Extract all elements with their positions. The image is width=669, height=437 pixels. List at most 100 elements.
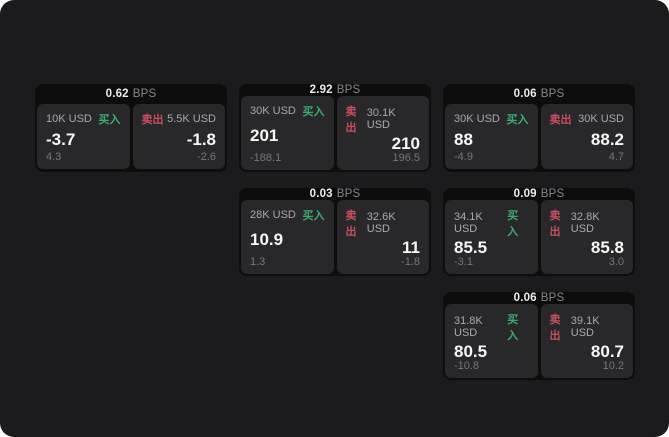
card-header: 0.06 BPS — [445, 292, 633, 304]
sell-price: -1.8 — [186, 129, 216, 149]
sell-amount: 32.8K USD — [570, 211, 600, 235]
card-header: 0.06 BPS — [445, 84, 633, 104]
bps-value: 0.06 — [513, 88, 537, 100]
sell-tile[interactable]: 卖出 39.1K USD 80.7 10.2 — [540, 304, 633, 378]
cards-grid: 0.62 BPS 10K USD 买入 -3.7 4.3 卖出 5.5K USD… — [35, 84, 635, 380]
sell-label: 卖出 — [345, 210, 357, 238]
quote-tiles: 10K USD 买入 -3.7 4.3 卖出 5.5K USD -1.8 -2.… — [37, 104, 225, 169]
sell-delta: 4.7 — [608, 151, 624, 163]
buy-label: 买入 — [507, 210, 519, 238]
buy-label: 买入 — [302, 106, 325, 118]
buy-tile[interactable]: 10K USD 买入 -3.7 4.3 — [37, 104, 130, 169]
buy-label: 买入 — [507, 314, 519, 342]
card-header: 2.92 BPS — [241, 84, 429, 96]
sell-delta: -1.8 — [401, 256, 420, 268]
sell-amount: 39.1K USD — [570, 315, 600, 339]
buy-price: 10.9 — [250, 230, 284, 249]
sell-amount: 30.1K USD — [366, 107, 396, 131]
buy-delta: 1.3 — [250, 256, 266, 268]
sell-delta: 10.2 — [602, 360, 624, 372]
quote-tiles: 34.1K USD 买入 85.5 -3.1 卖出 32.8K USD 85.8… — [445, 200, 633, 274]
sell-price: 88.2 — [590, 129, 624, 149]
buy-delta: -4.9 — [454, 151, 473, 163]
buy-tile-top: 10K USD 买入 — [46, 111, 121, 127]
bps-unit-label: BPS — [132, 88, 157, 100]
quote-tiles: 28K USD 买入 10.9 1.3 卖出 32.6K USD 11 -1.8 — [241, 200, 429, 274]
sell-tile-top: 卖出 30K USD — [550, 111, 625, 127]
bps-unit-label: BPS — [336, 188, 361, 200]
bps-value: 0.06 — [513, 292, 537, 304]
buy-delta: -10.8 — [454, 360, 480, 372]
buy-price: 80.5 — [454, 342, 488, 361]
buy-tile-top: 30K USD 买入 — [454, 111, 529, 127]
bps-value: 0.09 — [513, 188, 537, 200]
buy-label: 买入 — [98, 114, 121, 126]
sell-price: 80.7 — [590, 342, 624, 361]
sell-label: 卖出 — [345, 106, 357, 134]
bps-value: 2.92 — [309, 84, 333, 96]
buy-price: 85.5 — [454, 238, 488, 257]
buy-amount: 34.1K USD — [454, 211, 483, 235]
quote-card: 2.92 BPS 30K USD 买入 201 -188.1 卖出 30.1K … — [239, 84, 431, 172]
sell-price: 210 — [391, 134, 420, 153]
buy-tile-top: 28K USD 买入 — [250, 207, 325, 223]
buy-delta: 4.3 — [46, 151, 62, 163]
buy-tile[interactable]: 34.1K USD 买入 85.5 -3.1 — [445, 200, 538, 274]
buy-label: 买入 — [302, 210, 325, 222]
bps-unit-label: BPS — [540, 292, 565, 304]
buy-price: -3.7 — [46, 129, 76, 149]
quote-tiles: 30K USD 买入 88 -4.9 卖出 30K USD 88.2 4.7 — [445, 104, 633, 169]
buy-price: 201 — [250, 126, 279, 145]
buy-tile-top: 30K USD 买入 — [250, 103, 325, 119]
sell-label: 卖出 — [549, 314, 561, 342]
sell-label: 卖出 — [141, 114, 164, 126]
buy-amount: 28K USD — [250, 209, 296, 221]
quote-card: 0.03 BPS 28K USD 买入 10.9 1.3 卖出 32.6K US… — [239, 188, 431, 276]
sell-tile[interactable]: 卖出 32.6K USD 11 -1.8 — [336, 200, 429, 274]
sell-tile[interactable]: 卖出 32.8K USD 85.8 3.0 — [540, 200, 633, 274]
buy-amount: 30K USD — [454, 113, 500, 125]
sell-label: 卖出 — [549, 210, 561, 238]
buy-tile[interactable]: 30K USD 买入 88 -4.9 — [445, 104, 538, 169]
quote-tiles: 30K USD 买入 201 -188.1 卖出 30.1K USD 210 1… — [241, 96, 429, 170]
buy-tile[interactable]: 28K USD 买入 10.9 1.3 — [241, 200, 334, 274]
quote-card: 0.62 BPS 10K USD 买入 -3.7 4.3 卖出 5.5K USD… — [35, 84, 227, 172]
bps-unit-label: BPS — [336, 84, 361, 96]
sell-amount: 5.5K USD — [167, 113, 216, 125]
quote-card: 0.06 BPS 30K USD 买入 88 -4.9 卖出 30K USD 8… — [443, 84, 635, 172]
card-header: 0.62 BPS — [37, 84, 225, 104]
sell-amount: 32.6K USD — [366, 211, 396, 235]
buy-amount: 10K USD — [46, 113, 92, 125]
sell-price: 85.8 — [590, 238, 624, 257]
buy-tile[interactable]: 31.8K USD 买入 80.5 -10.8 — [445, 304, 538, 378]
quote-card: 0.06 BPS 31.8K USD 买入 80.5 -10.8 卖出 39.1… — [443, 292, 635, 380]
sell-tile[interactable]: 卖出 5.5K USD -1.8 -2.6 — [132, 104, 225, 169]
sell-tile-top: 卖出 32.6K USD — [346, 207, 421, 239]
card-header: 0.09 BPS — [445, 188, 633, 200]
buy-tile-top: 31.8K USD 买入 — [454, 311, 529, 343]
sell-tile[interactable]: 卖出 30.1K USD 210 196.5 — [336, 96, 429, 170]
buy-delta: -3.1 — [454, 256, 473, 268]
bps-value: 0.62 — [105, 88, 129, 100]
buy-tile-top: 34.1K USD 买入 — [454, 207, 529, 239]
bps-unit-label: BPS — [540, 188, 565, 200]
sell-tile-top: 卖出 30.1K USD — [346, 103, 421, 135]
sell-price: 11 — [402, 238, 420, 257]
buy-tile[interactable]: 30K USD 买入 201 -188.1 — [241, 96, 334, 170]
buy-label: 买入 — [506, 114, 529, 126]
buy-amount: 30K USD — [250, 105, 296, 117]
buy-price: 88 — [454, 129, 473, 149]
quote-card: 0.09 BPS 34.1K USD 买入 85.5 -3.1 卖出 32.8K… — [443, 188, 635, 276]
buy-delta: -188.1 — [250, 152, 282, 164]
sell-amount: 30K USD — [578, 113, 624, 125]
sell-delta: -2.6 — [197, 151, 216, 163]
bps-value: 0.03 — [309, 188, 333, 200]
sell-delta: 196.5 — [392, 152, 420, 164]
sell-tile-top: 卖出 39.1K USD — [550, 311, 625, 343]
sell-tile-top: 卖出 32.8K USD — [550, 207, 625, 239]
sell-tile[interactable]: 卖出 30K USD 88.2 4.7 — [540, 104, 633, 169]
buy-amount: 31.8K USD — [454, 315, 483, 339]
bps-unit-label: BPS — [540, 88, 565, 100]
sell-label: 卖出 — [549, 114, 572, 126]
